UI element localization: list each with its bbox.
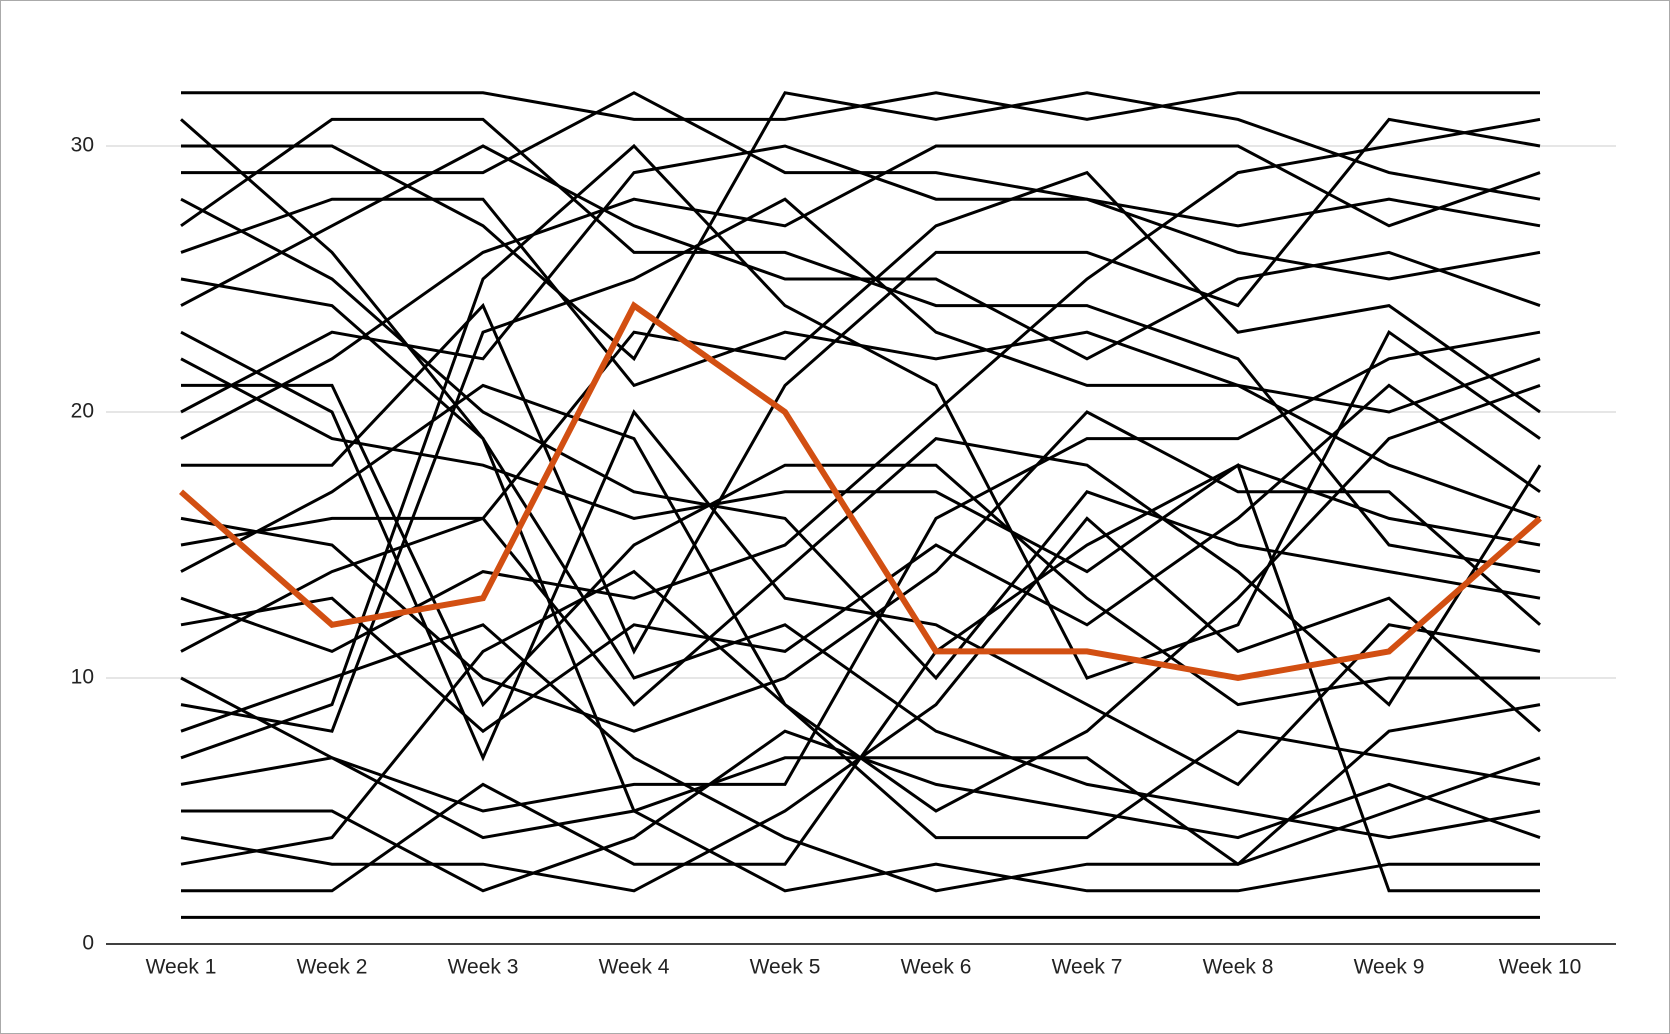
y-tick-label: 20	[71, 400, 94, 423]
y-tick-label: 0	[82, 932, 94, 955]
series-line	[180, 277, 1540, 893]
series-line	[180, 143, 1541, 760]
series-line	[180, 383, 1541, 734]
x-tick-label: Week 9	[1354, 956, 1425, 979]
series-line	[181, 117, 1541, 655]
y-tick-label: 10	[71, 666, 94, 689]
series-line	[180, 330, 1541, 787]
series-line	[180, 623, 1541, 893]
x-tick-label: Week 1	[146, 956, 217, 979]
series-line	[180, 569, 1541, 866]
series-line	[179, 301, 1542, 682]
x-tick-label: Week 5	[750, 956, 821, 979]
x-tick-label: Week 6	[901, 956, 972, 979]
series-line	[180, 144, 1541, 440]
x-tick-label: Week 7	[1052, 956, 1123, 979]
series-line	[180, 170, 1541, 653]
y-tick-label: 30	[71, 134, 94, 157]
x-tick-label: Week 2	[297, 956, 368, 979]
x-tick-label: Week 3	[448, 956, 519, 979]
series-line	[180, 197, 1541, 733]
series-line	[180, 330, 1541, 813]
series-line	[181, 463, 1540, 893]
x-tick-label: Week 4	[599, 956, 670, 979]
series-line	[180, 436, 1542, 707]
series-line	[180, 144, 1541, 414]
x-tick-label: Week 8	[1203, 956, 1274, 979]
x-tick-label: Week 10	[1499, 956, 1582, 979]
